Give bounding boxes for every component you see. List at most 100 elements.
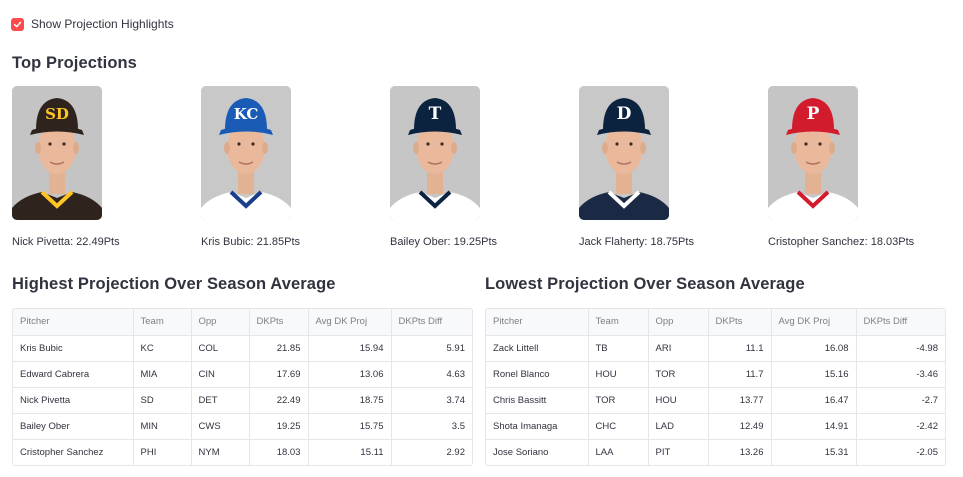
toggle-label: Show Projection Highlights [31,17,174,31]
column-header[interactable]: DKPts Diff [391,309,472,336]
table-cell[interactable]: 15.11 [308,439,392,465]
table-cell[interactable]: 3.5 [391,413,472,440]
table-cell[interactable]: 18.75 [308,387,392,414]
column-header[interactable]: DKPts Diff [856,309,945,336]
table-row: Edward Cabrera MIA CIN 17.69 13.06 4.63 [13,361,472,388]
table-cell[interactable]: Kris Bubic [13,335,134,362]
table-cell[interactable]: -2.42 [856,413,945,440]
column-header[interactable]: DKPts [708,309,772,336]
table-row: Kris Bubic KC COL 21.85 15.94 5.91 [13,335,472,362]
table-cell[interactable]: LAA [588,439,649,465]
table-row: Ronel Blanco HOU TOR 11.7 15.16 -3.46 [486,361,945,388]
table-cell[interactable]: 16.08 [771,335,857,362]
table-cell[interactable]: Nick Pivetta [13,387,134,414]
table-cell[interactable]: 21.85 [249,335,309,362]
table-cell[interactable]: 15.16 [771,361,857,388]
table-cell[interactable]: SD [133,387,192,414]
table-cell[interactable]: 13.06 [308,361,392,388]
table-row: Cristopher Sanchez PHI NYM 18.03 15.11 2.92 [13,439,472,465]
table-cell[interactable]: -3.46 [856,361,945,388]
table-cell[interactable]: TOR [648,361,709,388]
svg-text:P: P [807,104,820,124]
table-cell[interactable]: NYM [191,439,250,465]
table-cell[interactable]: PHI [133,439,192,465]
column-header[interactable]: Opp [648,309,709,336]
table-row: Shota Imanaga CHC LAD 12.49 14.91 -2.42 [486,413,945,440]
table-row: Jose Soriano LAA PIT 13.26 15.31 -2.05 [486,439,945,465]
highest-projection-title: Highest Projection Over Season Average [12,275,336,293]
table-cell[interactable]: 17.69 [249,361,309,388]
projection-highlights-toggle[interactable]: Show Projection Highlights [11,17,174,31]
lowest-projection-title: Lowest Projection Over Season Average [485,275,805,293]
table-cell[interactable]: 22.49 [249,387,309,414]
table-cell[interactable]: 13.26 [708,439,772,465]
table-cell[interactable]: 5.91 [391,335,472,362]
column-header[interactable]: Pitcher [486,309,589,336]
table-cell[interactable]: Chris Bassitt [486,387,589,414]
table-cell[interactable]: -2.05 [916,446,938,458]
table-cell[interactable]: TOR [588,387,649,414]
column-header[interactable]: Avg DK Proj [771,309,857,336]
table-cell[interactable]: TB [588,335,649,362]
table-row: Bailey Ober MIN CWS 19.25 15.75 3.5 [13,413,472,440]
table-cell[interactable]: CIN [191,361,250,388]
table-cell[interactable]: 4.63 [391,361,472,388]
player-headshot: D [579,86,669,220]
table-cell[interactable]: Edward Cabrera [13,361,134,388]
table-cell[interactable]: Zack Littell [486,335,589,362]
table-cell[interactable]: CHC [588,413,649,440]
player-projection-caption: Nick Pivetta: 22.49Pts [12,236,120,248]
table-row: Nick Pivetta SD DET 22.49 18.75 3.74 [13,387,472,414]
table-cell[interactable]: LAD [648,413,709,440]
table-cell[interactable]: 2.92 [446,446,466,458]
table-cell[interactable]: 12.49 [708,413,772,440]
table-cell[interactable]: ARI [648,335,709,362]
table-cell[interactable]: 15.75 [308,413,392,440]
table-cell[interactable]: Ronel Blanco [486,361,589,388]
player-headshot: KC [201,86,291,220]
lowest-projection-table[interactable]: Pitcher Team Opp DKPts Avg DK Proj DKPts Diff… [485,308,946,466]
table-cell[interactable]: Shota Imanaga [486,413,589,440]
player-projection-caption: Jack Flaherty: 18.75Pts [579,236,694,248]
column-header[interactable]: Avg DK Proj [308,309,392,336]
highest-projection-table[interactable]: Pitcher Team Opp DKPts Avg DK Proj DKPts Diff… [12,308,473,466]
table-cell[interactable]: Jose Soriano [486,439,589,465]
table-cell[interactable]: COL [191,335,250,362]
table-cell[interactable]: 13.77 [708,387,772,414]
table-cell[interactable]: 15.94 [308,335,392,362]
svg-text:D: D [617,104,632,124]
top-projections-title: Top Projections [12,54,137,72]
player-headshot: SD [12,86,102,220]
table-cell[interactable]: HOU [588,361,649,388]
table-cell[interactable]: HOU [648,387,709,414]
column-header[interactable]: Opp [191,309,250,336]
table-cell[interactable]: CWS [191,413,250,440]
table-cell[interactable]: MIN [133,413,192,440]
table-cell[interactable]: KC [133,335,192,362]
table-cell[interactable]: 18.03 [249,439,309,465]
player-headshot: P [768,86,858,220]
table-cell[interactable]: Cristopher Sanchez [13,439,134,465]
player-projection-caption: Kris Bubic: 21.85Pts [201,236,301,248]
table-cell[interactable]: 15.31 [771,439,857,465]
table-row: Chris Bassitt TOR HOU 13.77 16.47 -2.7 [486,387,945,414]
table-cell[interactable]: -2.7 [856,387,945,414]
table-cell[interactable]: 3.74 [391,387,472,414]
table-cell[interactable]: PIT [648,439,709,465]
column-header[interactable]: DKPts [249,309,309,336]
table-cell[interactable]: DET [191,387,250,414]
column-header[interactable]: Pitcher [13,309,134,336]
column-header[interactable]: Team [133,309,192,336]
table-cell[interactable]: 11.1 [708,335,772,362]
player-headshot: T [390,86,480,220]
checkbox-checked-icon[interactable] [11,17,24,31]
table-cell[interactable]: 14.91 [771,413,857,440]
table-cell[interactable]: MIA [133,361,192,388]
table-cell[interactable]: Bailey Ober [13,413,134,440]
table-cell[interactable]: -4.98 [856,335,945,362]
table-cell[interactable]: 16.47 [771,387,857,414]
table-cell[interactable]: 11.7 [708,361,772,388]
column-header[interactable]: Team [588,309,649,336]
svg-text:SD: SD [45,105,69,123]
table-cell[interactable]: 19.25 [249,413,309,440]
